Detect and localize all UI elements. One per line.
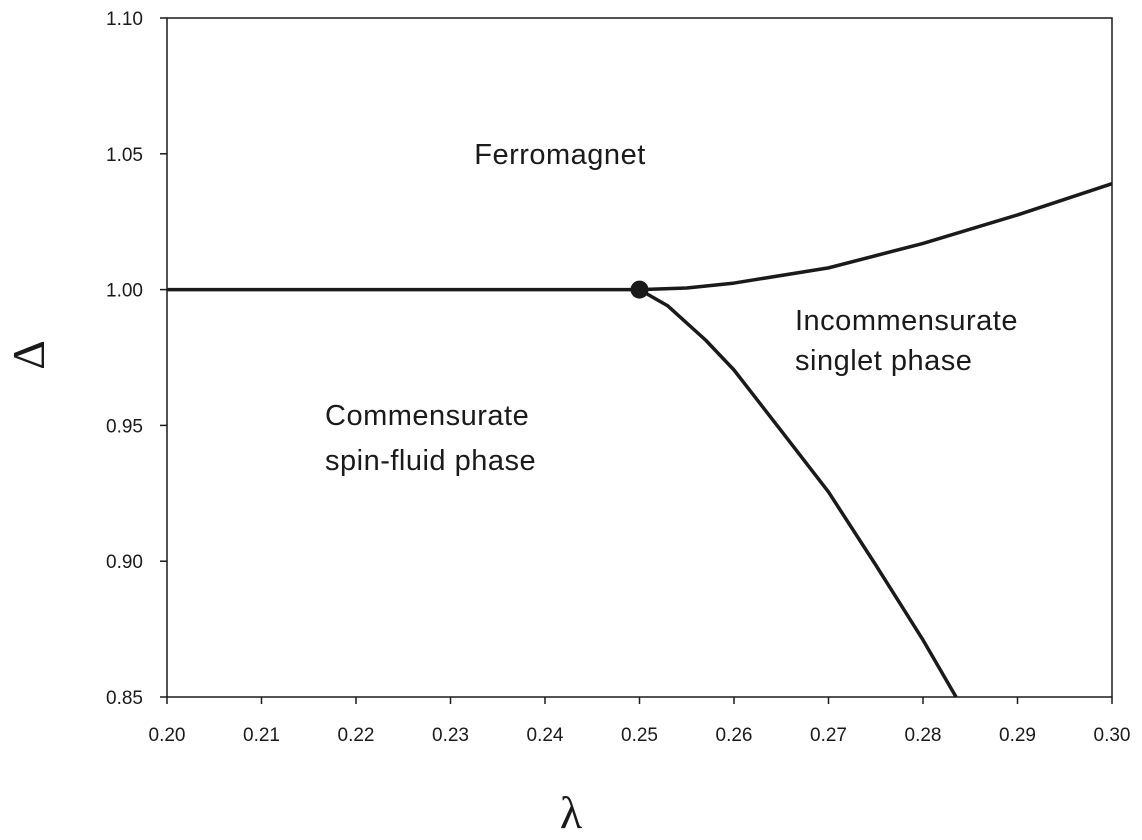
y-tick-label: 1.10 — [106, 9, 143, 30]
region-label: Incommensurate — [795, 305, 1018, 337]
x-tick-label: 0.25 — [621, 725, 658, 746]
phase-boundary — [638, 288, 958, 698]
y-tick-label: 0.95 — [106, 416, 143, 437]
x-tick-label: 0.20 — [149, 725, 186, 746]
x-axis-label: λ — [560, 787, 583, 838]
x-tick-label: 0.26 — [716, 725, 753, 746]
phase-boundary — [639, 182, 1113, 292]
x-tick-label: 0.28 — [905, 725, 942, 746]
x-tick-label: 0.23 — [432, 725, 469, 746]
region-label: Commensurate — [325, 400, 529, 432]
region-label: singlet phase — [795, 345, 972, 377]
x-tick-label: 0.24 — [527, 725, 564, 746]
y-tick-label: 1.05 — [106, 145, 143, 166]
x-tick-label: 0.30 — [1094, 725, 1131, 746]
region-label: Ferromagnet — [474, 139, 646, 171]
x-tick-label: 0.29 — [999, 725, 1036, 746]
region-label: spin-fluid phase — [325, 445, 536, 477]
y-tick-label: 0.85 — [106, 688, 143, 709]
x-tick-label: 0.22 — [338, 725, 375, 746]
x-tick-label: 0.21 — [243, 725, 280, 746]
y-tick-label: 1.00 — [106, 281, 143, 302]
y-tick-label: 0.90 — [106, 552, 143, 573]
x-tick-label: 0.27 — [810, 725, 847, 746]
critical-point — [630, 280, 649, 299]
y-axis-label: Δ — [3, 340, 54, 370]
